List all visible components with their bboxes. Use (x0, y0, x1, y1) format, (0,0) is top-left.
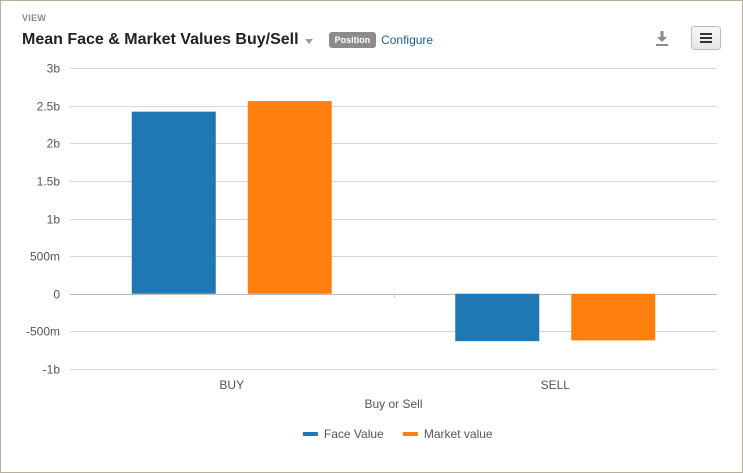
chart-title: Mean Face & Market Values Buy/Sell (22, 31, 299, 48)
y-tick-label: 3b (47, 62, 61, 76)
y-tick-label: -500m (26, 325, 60, 339)
x-axis-title: Buy or Sell (364, 397, 422, 411)
bar-face-value-buy (131, 111, 216, 294)
position-badge: Position (328, 32, 377, 48)
hamburger-menu-button[interactable] (691, 26, 721, 50)
legend-swatch (402, 432, 418, 436)
legend-label: Face Value (324, 427, 384, 441)
bar-face-value-sell (455, 293, 540, 342)
x-category-label: SELL (541, 378, 571, 392)
y-tick-label: 1b (47, 213, 61, 227)
bar-market-value-buy (247, 101, 332, 294)
bar-market-value-sell (571, 293, 656, 341)
legend-swatch (302, 432, 318, 436)
legend-label: Market value (424, 427, 493, 441)
y-tick-label: -1b (43, 363, 61, 377)
view-label: VIEW (22, 13, 47, 23)
hamburger-menu-icon (700, 33, 712, 43)
x-category-label: BUY (219, 378, 244, 392)
y-tick-label: 2b (47, 137, 61, 151)
chevron-down-icon[interactable] (304, 38, 313, 44)
download-icon[interactable] (653, 29, 671, 47)
y-tick-label: 500m (30, 250, 60, 264)
y-tick-label: 1.5b (37, 175, 61, 189)
title-row: Mean Face & Market Values Buy/Sell Posit… (22, 29, 433, 51)
y-tick-label: 0 (53, 288, 60, 302)
configure-link[interactable]: Configure (381, 33, 434, 47)
y-tick-label: 2.5b (37, 100, 61, 114)
